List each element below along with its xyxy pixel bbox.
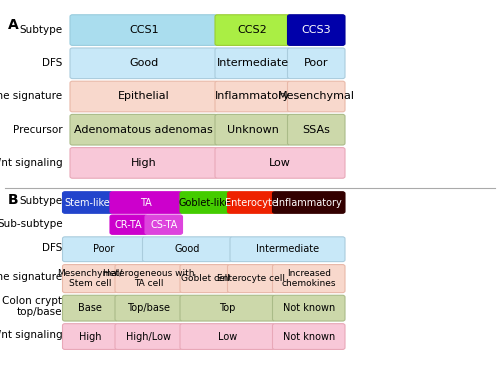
Text: Subtype: Subtype (20, 25, 62, 35)
FancyBboxPatch shape (180, 324, 275, 349)
Text: TA: TA (140, 197, 152, 207)
Text: Not known: Not known (282, 332, 335, 342)
FancyBboxPatch shape (288, 15, 345, 45)
Text: Sub-subtype: Sub-subtype (0, 218, 62, 229)
FancyBboxPatch shape (62, 324, 118, 349)
Text: Heterogeneous with
TA cell: Heterogeneous with TA cell (103, 269, 194, 288)
FancyBboxPatch shape (215, 48, 290, 79)
Text: Intermediate: Intermediate (216, 58, 288, 68)
Text: Subtype: Subtype (20, 196, 62, 206)
FancyBboxPatch shape (110, 192, 182, 213)
FancyBboxPatch shape (228, 265, 275, 293)
FancyBboxPatch shape (62, 237, 145, 262)
Text: CCS2: CCS2 (238, 25, 268, 35)
Text: Low: Low (218, 332, 237, 342)
Text: Poor: Poor (93, 244, 114, 254)
Text: Unknown: Unknown (226, 125, 278, 135)
Text: Goblet-like: Goblet-like (179, 197, 231, 207)
Text: Gene signature: Gene signature (0, 272, 62, 282)
FancyBboxPatch shape (215, 15, 290, 45)
FancyBboxPatch shape (272, 324, 345, 349)
FancyBboxPatch shape (115, 295, 182, 321)
Text: Mesenchymal: Mesenchymal (278, 92, 355, 101)
Text: High: High (79, 332, 101, 342)
Text: CCS1: CCS1 (129, 25, 158, 35)
Text: Intermediate: Intermediate (256, 244, 319, 254)
FancyBboxPatch shape (180, 265, 230, 293)
Text: Wnt signaling: Wnt signaling (0, 330, 62, 340)
Text: DFS: DFS (42, 58, 62, 68)
FancyBboxPatch shape (230, 237, 345, 262)
FancyBboxPatch shape (145, 215, 182, 234)
Text: High: High (131, 158, 156, 168)
FancyBboxPatch shape (70, 15, 218, 45)
FancyBboxPatch shape (62, 265, 118, 293)
FancyBboxPatch shape (272, 265, 345, 293)
FancyBboxPatch shape (215, 114, 290, 145)
FancyBboxPatch shape (142, 237, 233, 262)
Text: A: A (8, 18, 18, 32)
Text: Stem-like: Stem-like (64, 197, 110, 207)
FancyBboxPatch shape (215, 81, 290, 112)
Text: Good: Good (175, 244, 200, 254)
Text: Wnt signaling: Wnt signaling (0, 158, 62, 168)
FancyBboxPatch shape (272, 192, 345, 213)
Text: Colon crypt
top/base: Colon crypt top/base (2, 296, 62, 317)
FancyBboxPatch shape (180, 295, 275, 321)
Text: Inflammatory: Inflammatory (276, 197, 342, 207)
FancyBboxPatch shape (288, 81, 345, 112)
FancyBboxPatch shape (70, 48, 218, 79)
FancyBboxPatch shape (70, 81, 218, 112)
Text: Low: Low (269, 158, 291, 168)
FancyBboxPatch shape (70, 114, 218, 145)
FancyBboxPatch shape (62, 295, 118, 321)
FancyBboxPatch shape (110, 215, 148, 234)
Text: Goblet cell: Goblet cell (180, 274, 230, 283)
FancyBboxPatch shape (288, 114, 345, 145)
Text: SSAs: SSAs (302, 125, 330, 135)
Text: Mesenchymal/
Stem cell: Mesenchymal/ Stem cell (58, 269, 122, 288)
Text: CCS3: CCS3 (302, 25, 331, 35)
Text: Good: Good (129, 58, 158, 68)
FancyBboxPatch shape (288, 48, 345, 79)
Text: B: B (8, 193, 18, 207)
FancyBboxPatch shape (180, 192, 230, 213)
Text: Gene signature: Gene signature (0, 92, 62, 101)
Text: Inflammatory: Inflammatory (215, 92, 290, 101)
FancyBboxPatch shape (272, 295, 345, 321)
Text: DFS: DFS (42, 243, 62, 253)
Text: Not known: Not known (282, 303, 335, 313)
Text: CR-TA: CR-TA (115, 220, 142, 230)
Text: Top: Top (220, 303, 236, 313)
Text: Enterocyte: Enterocyte (225, 197, 278, 207)
FancyBboxPatch shape (70, 148, 218, 178)
Text: Adenomatous adenomas: Adenomatous adenomas (74, 125, 213, 135)
Text: Top/base: Top/base (127, 303, 170, 313)
Text: Epithelial: Epithelial (118, 92, 170, 101)
Text: High/Low: High/Low (126, 332, 171, 342)
FancyBboxPatch shape (228, 192, 275, 213)
Text: CS-TA: CS-TA (150, 220, 178, 230)
FancyBboxPatch shape (115, 324, 182, 349)
Text: Increased
chemokines: Increased chemokines (282, 269, 336, 288)
Text: Precursor: Precursor (13, 125, 62, 135)
Text: Base: Base (78, 303, 102, 313)
Text: Poor: Poor (304, 58, 328, 68)
FancyBboxPatch shape (115, 265, 182, 293)
Text: Enterocyte cell: Enterocyte cell (218, 274, 285, 283)
FancyBboxPatch shape (215, 148, 345, 178)
FancyBboxPatch shape (62, 192, 112, 213)
